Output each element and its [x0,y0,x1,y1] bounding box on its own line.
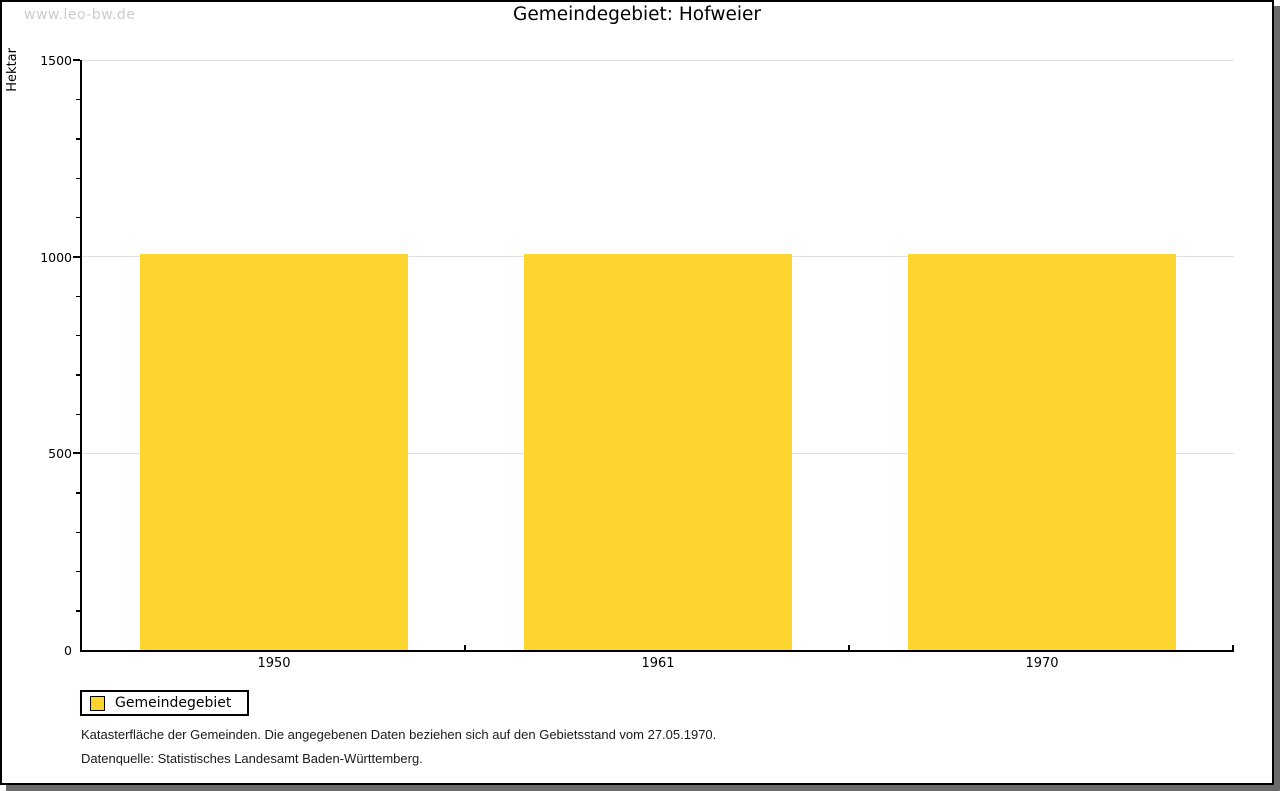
y-minor-tick-1100 [76,216,80,219]
x-tick-label-1970: 1970 [1025,656,1059,671]
bar-1950 [139,253,409,650]
legend: Gemeindegebiet [80,690,250,716]
y-tick-label-500: 500 [48,446,72,462]
legend-label: Gemeindegebiet [115,695,232,711]
x-tick-1 [464,645,466,650]
footnote-data-source: Datenquelle: Statistisches Landesamt Bad… [81,751,423,766]
plot-area: 0 500 1000 1500 1950 1961 1970 [40,53,1234,671]
y-minor-tick-800 [76,334,80,337]
bar-1970 [907,253,1177,650]
bar-1961 [523,253,793,650]
y-minor-tick-1200 [76,177,80,179]
chart-title: Gemeindegebiet: Hofweier [513,4,761,25]
panel-shadow-bottom [6,785,1274,791]
y-minor-tick-100 [76,610,80,612]
x-tick-label-1961: 1961 [641,656,675,671]
panel-shadow-right [1274,6,1280,791]
y-tick-label-1000: 1000 [40,249,72,265]
y-minor-tick-600 [76,413,80,415]
y-minor-tick-900 [76,295,80,297]
y-tick-label-1500: 1500 [40,53,72,68]
y-minor-tick-400 [76,492,80,494]
legend-swatch [90,695,105,711]
y-minor-tick-200 [76,570,80,573]
x-tick-3 [1232,645,1234,650]
y-major-tick-500 [73,452,80,455]
y-minor-tick-1400 [76,98,80,101]
y-tick-label-0: 0 [64,643,72,658]
x-tick-2 [848,645,850,650]
y-major-tick-1500 [73,59,80,61]
watermark: www.leo-bw.de [24,7,136,23]
y-major-tick-1000 [73,255,80,258]
footnote-source-note: Katasterfläche der Gemeinden. Die angege… [81,727,717,742]
gridline-1500 [82,59,1234,61]
y-minor-tick-300 [76,531,80,533]
y-minor-tick-1300 [76,138,80,140]
y-minor-tick-700 [76,374,80,376]
x-tick-label-1950: 1950 [257,656,291,671]
